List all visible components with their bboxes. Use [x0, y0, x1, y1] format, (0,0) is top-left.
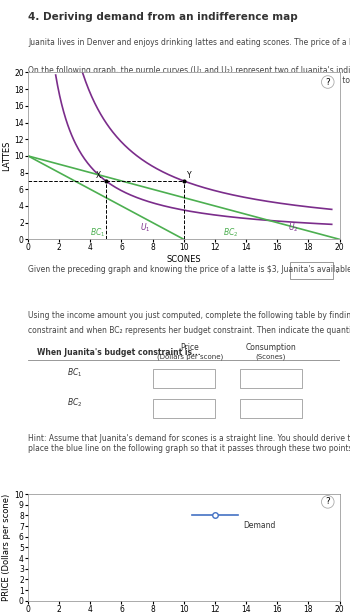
Bar — [240, 398, 302, 418]
Text: (Dollars per scone): (Dollars per scone) — [157, 354, 223, 360]
Text: Given the preceding graph and knowing the price of a latte is $3, Juanita's avai: Given the preceding graph and knowing th… — [28, 265, 350, 274]
Text: $BC_1$: $BC_1$ — [67, 367, 83, 379]
Text: Consumption: Consumption — [246, 343, 296, 352]
Bar — [153, 369, 215, 388]
Text: X: X — [96, 170, 101, 180]
Text: Y: Y — [187, 170, 191, 180]
Text: Juanita lives in Denver and enjoys drinking lattes and eating scones. The price : Juanita lives in Denver and enjoys drink… — [28, 38, 350, 47]
Text: Price: Price — [181, 343, 199, 352]
Text: ?: ? — [326, 77, 330, 86]
Bar — [290, 262, 333, 279]
X-axis label: SCONES: SCONES — [167, 255, 201, 264]
Y-axis label: LATTES: LATTES — [2, 141, 12, 171]
Text: ?: ? — [326, 497, 330, 506]
Text: Hint: Assume that Juanita's demand for scones is a straight line. You should der: Hint: Assume that Juanita's demand for s… — [28, 434, 350, 454]
Y-axis label: PRICE (Dollars per scone): PRICE (Dollars per scone) — [2, 494, 12, 601]
Text: When Juanita's budget constraint is...: When Juanita's budget constraint is... — [37, 348, 201, 357]
Bar — [153, 398, 215, 418]
Text: constraint and when BC₂ represents her budget constraint. Then indicate the quan: constraint and when BC₂ represents her b… — [28, 326, 350, 335]
Text: Using the income amount you just computed, complete the following table by findi: Using the income amount you just compute… — [28, 311, 350, 321]
Text: .: . — [335, 266, 337, 275]
Text: 4. Deriving demand from an indifference map: 4. Deriving demand from an indifference … — [28, 12, 298, 22]
Text: $BC_2$: $BC_2$ — [223, 227, 238, 240]
Text: Demand: Demand — [243, 521, 275, 530]
Text: $BC_2$: $BC_2$ — [67, 397, 83, 409]
Text: On the following graph, the purple curves (U₁ and U₂) represent two of Juanita's: On the following graph, the purple curve… — [28, 66, 350, 85]
Text: $U_2$: $U_2$ — [288, 222, 298, 234]
Bar — [240, 369, 302, 388]
Text: $BC_1$: $BC_1$ — [90, 227, 106, 240]
Text: (Scones): (Scones) — [256, 354, 286, 360]
Text: $U_1$: $U_1$ — [140, 222, 150, 234]
